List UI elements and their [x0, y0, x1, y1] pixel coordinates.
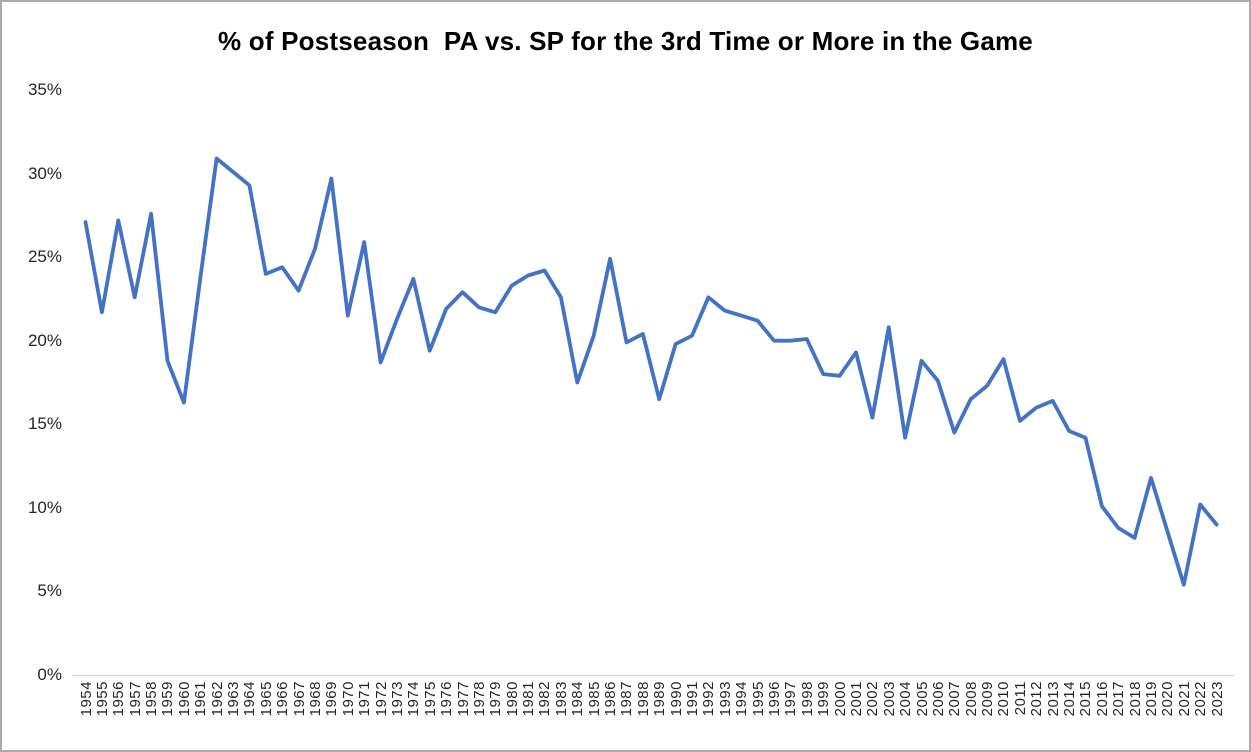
x-axis-tick-label: 1986 — [602, 681, 620, 717]
x-axis-tick-label: 2001 — [847, 681, 865, 717]
x-axis-tick-label: 1963 — [225, 681, 243, 717]
x-axis-tick-label: 2014 — [1061, 681, 1079, 717]
y-axis-tick-label: 20% — [27, 330, 62, 350]
y-axis-tick-label: 15% — [27, 414, 62, 434]
x-axis-tick-label: 2006 — [929, 681, 947, 717]
x-axis-tick-label: 1958 — [143, 681, 161, 717]
y-axis-tick-label: 5% — [37, 581, 62, 601]
x-axis-tick-label: 2021 — [1175, 681, 1193, 717]
x-axis-tick-label: 2003 — [880, 681, 898, 717]
x-axis-tick-label: 2019 — [1143, 681, 1161, 717]
x-axis-tick-label: 1997 — [782, 681, 800, 717]
x-axis-tick-label: 2010 — [995, 681, 1013, 717]
y-axis-tick-label: 0% — [37, 665, 62, 684]
x-axis-tick-label: 2012 — [1028, 681, 1046, 717]
x-axis-tick-label: 2008 — [962, 681, 980, 717]
x-axis-tick-label: 1982 — [536, 681, 554, 717]
x-axis-tick-label: 1989 — [651, 681, 669, 717]
y-axis-tick-label: 35% — [27, 80, 62, 99]
x-axis-tick-label: 1983 — [552, 681, 570, 717]
x-axis-tick-label: 1972 — [372, 681, 390, 717]
chart-title: % of Postseason PA vs. SP for the 3rd Ti… — [218, 26, 1033, 56]
x-axis-tick-label: 1996 — [765, 681, 783, 717]
x-axis-tick-label: 1964 — [241, 681, 259, 717]
x-axis-tick-label: 1978 — [470, 681, 488, 717]
x-axis-tick-label: 2015 — [1077, 681, 1095, 717]
x-axis-tick-label: 1971 — [356, 681, 374, 717]
x-axis-tick-label: 1957 — [126, 681, 144, 717]
x-axis-tick-label: 1981 — [520, 681, 538, 717]
x-axis-tick-label: 2002 — [864, 681, 882, 717]
y-axis-tick-label: 10% — [27, 497, 62, 517]
x-axis-tick-label: 1954 — [77, 681, 95, 717]
x-axis-tick-label: 2011 — [1011, 681, 1029, 716]
x-axis-tick-label: 1993 — [716, 681, 734, 717]
x-axis-tick-label: 1980 — [503, 681, 521, 717]
x-axis-tick-label: 2000 — [831, 681, 849, 717]
x-axis-tick-label: 1967 — [290, 681, 308, 717]
x-axis-tick-label: 1974 — [405, 681, 423, 717]
x-axis-tick-label: 1999 — [815, 681, 833, 717]
x-axis-tick-label: 1959 — [159, 681, 177, 717]
x-axis-tick-label: 1984 — [569, 681, 587, 717]
x-axis-tick-label: 1969 — [323, 681, 341, 717]
x-axis-tick-label: 1962 — [208, 681, 226, 717]
x-axis-tick-label: 1988 — [634, 681, 652, 717]
x-axis-tick-label: 1995 — [749, 681, 767, 717]
y-axis-tick-label: 25% — [27, 247, 62, 267]
x-axis-tick-label: 1991 — [684, 681, 702, 717]
x-axis-tick-label: 1985 — [585, 681, 603, 717]
x-axis-tick-label: 1955 — [93, 681, 111, 717]
x-axis-tick-label: 2022 — [1192, 681, 1210, 717]
y-axis-tick-label: 30% — [27, 163, 62, 183]
x-axis-tick-label: 1998 — [798, 681, 816, 717]
x-axis-tick-label: 1990 — [667, 681, 685, 717]
x-axis-tick-label: 2020 — [1159, 681, 1177, 717]
x-axis-tick-label: 1973 — [388, 681, 406, 717]
x-axis-tick-label: 2017 — [1110, 681, 1128, 717]
x-axis-tick-label: 1994 — [733, 681, 751, 717]
x-axis-tick-label: 1992 — [700, 681, 718, 717]
x-axis-tick-label: 2016 — [1093, 681, 1111, 717]
x-axis-tick-label: 2005 — [913, 681, 931, 717]
x-axis-tick-label: 1970 — [339, 681, 357, 717]
x-axis-tick-label: 1966 — [274, 681, 292, 717]
x-axis-tick-label: 1960 — [175, 681, 193, 717]
x-axis-tick-label: 2009 — [979, 681, 997, 717]
x-axis-tick-label: 1977 — [454, 681, 472, 717]
x-axis-tick-label: 1987 — [618, 681, 636, 717]
x-axis-tick-label: 2018 — [1126, 681, 1144, 717]
x-axis-tick-label: 1976 — [438, 681, 456, 717]
x-axis-tick-label: 1968 — [306, 681, 324, 717]
x-axis-tick-label: 2007 — [946, 681, 964, 717]
x-axis-tick-label: 1956 — [110, 681, 128, 717]
x-axis-tick-label: 1979 — [487, 681, 505, 717]
x-axis-tick-label: 2023 — [1208, 681, 1226, 717]
x-axis-tick-label: 2013 — [1044, 681, 1062, 717]
x-axis-tick-label: 1965 — [257, 681, 275, 717]
data-line-series — [83, 156, 1219, 587]
x-axis-tick-label: 2004 — [897, 681, 915, 717]
x-axis-tick-label: 1961 — [192, 681, 210, 717]
x-axis-tick-label: 1975 — [421, 681, 439, 717]
